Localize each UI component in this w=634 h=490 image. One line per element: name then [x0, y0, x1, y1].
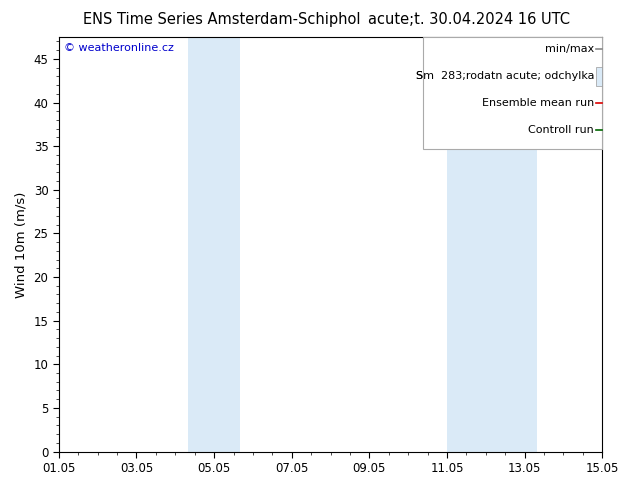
FancyBboxPatch shape — [596, 66, 602, 87]
Y-axis label: Wind 10m (m/s): Wind 10m (m/s) — [15, 191, 28, 297]
Bar — [447, 37, 538, 452]
Text: © weatheronline.cz: © weatheronline.cz — [64, 43, 174, 53]
Text: Sm  283;rodatn acute; odchylka: Sm 283;rodatn acute; odchylka — [416, 72, 594, 81]
FancyBboxPatch shape — [423, 37, 602, 149]
Text: Sm  283;rodatn acute; odchylka: Sm 283;rodatn acute; odchylka — [416, 72, 594, 81]
Text: Ensemble mean run: Ensemble mean run — [482, 98, 594, 108]
FancyBboxPatch shape — [596, 67, 602, 86]
Text: Ensemble mean run: Ensemble mean run — [482, 98, 594, 108]
Text: Controll run: Controll run — [528, 125, 594, 135]
Bar — [188, 37, 240, 452]
Text: min/max: min/max — [545, 45, 594, 54]
Text: ENS Time Series Amsterdam-Schiphol: ENS Time Series Amsterdam-Schiphol — [83, 12, 361, 27]
Text: acute;t. 30.04.2024 16 UTC: acute;t. 30.04.2024 16 UTC — [368, 12, 570, 27]
Text: Controll run: Controll run — [528, 125, 594, 135]
Text: min/max: min/max — [545, 45, 594, 54]
